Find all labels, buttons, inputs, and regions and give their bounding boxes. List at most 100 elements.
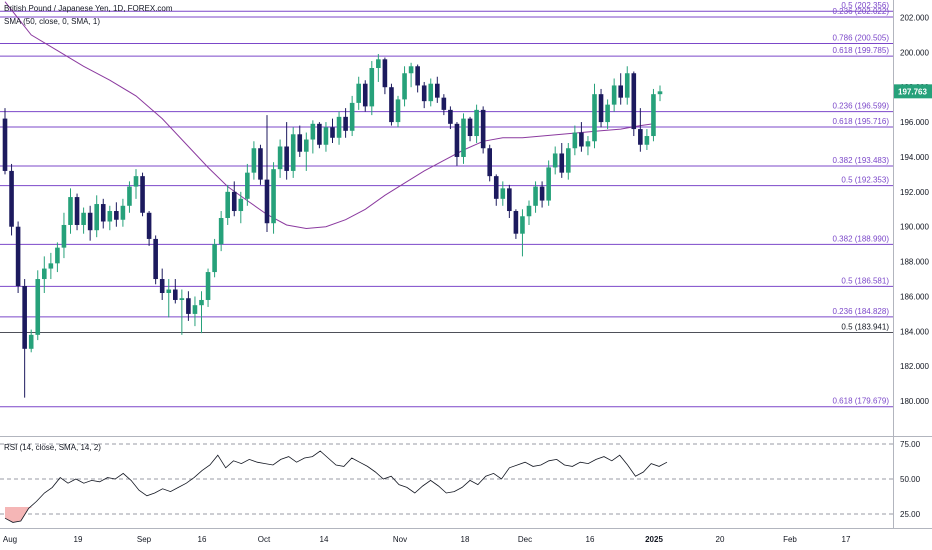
candle-body [526, 205, 532, 217]
candle-body [389, 87, 394, 123]
level-label: 0.786 (200.505) [833, 34, 890, 43]
rsi-tick-label: 25.00 [900, 510, 921, 519]
candle-body [598, 94, 604, 123]
time-tick-label: 16 [586, 535, 595, 544]
time-tick-label: Nov [393, 535, 407, 544]
rsi-tick-label: 75.00 [900, 440, 921, 449]
candle-body [258, 148, 263, 180]
candle-body [546, 167, 551, 201]
candle-body [310, 123, 316, 140]
candle-body [42, 268, 47, 280]
level-label: 0.5 (183.941) [841, 322, 889, 331]
price-tick-label: 190.000 [900, 223, 929, 232]
fibonacci-levels: 0.5 (202.356)0.236 (202.022) 0.786 (200.5… [0, 1, 893, 408]
candle-body [493, 176, 499, 199]
last-price-label: 197.763 [898, 87, 927, 96]
candle-body [35, 279, 41, 335]
rsi-tick-label: 50.00 [900, 475, 921, 484]
price-tick-label: 192.000 [900, 188, 929, 197]
candle-body [500, 188, 506, 199]
candle-body [107, 211, 113, 222]
candle-body [336, 116, 342, 138]
level-label: 0.382 (193.483) [833, 156, 890, 165]
candle-body [284, 146, 289, 171]
candle-body [552, 153, 558, 168]
sma-indicator-label[interactable]: SMA (50, close, 0, SMA, 1) [4, 17, 101, 26]
candle-body [520, 216, 525, 234]
candle-body [592, 94, 597, 142]
candle-body [133, 176, 139, 187]
candle-body [114, 211, 119, 220]
candle-body [487, 148, 492, 177]
time-tick-label: 2025 [645, 535, 663, 544]
candle-body [559, 153, 565, 173]
level-label: 0.236 (202.022) [833, 7, 890, 16]
candle-body [369, 68, 375, 107]
price-tick-label: 186.000 [900, 292, 929, 301]
candle-body [624, 73, 630, 98]
candle-body [448, 109, 453, 124]
candle-body [572, 132, 578, 149]
price-tick-label: 180.000 [900, 397, 929, 406]
candle-body [304, 139, 309, 152]
candle-body [140, 176, 145, 213]
candle-body [231, 191, 237, 212]
rsi-indicator-label[interactable]: RSI (14, close, SMA, 14, 2) [4, 443, 101, 452]
candle-body [68, 197, 73, 225]
candle-body [513, 211, 519, 234]
candle-body [166, 289, 172, 293]
candle-body [408, 66, 414, 74]
candle-body [212, 244, 217, 273]
candle-body [218, 218, 224, 245]
candles-layer [2, 54, 663, 398]
candle-body [605, 104, 610, 123]
price-tick-label: 196.000 [900, 118, 929, 127]
candle-body [566, 148, 571, 173]
candle-body [264, 179, 270, 224]
candle-body [159, 279, 165, 293]
candle-body [467, 118, 473, 137]
candle-body [343, 116, 348, 131]
candle-body [356, 83, 361, 103]
candle-body [28, 334, 34, 349]
candle-body [74, 197, 80, 225]
candle-body [245, 172, 250, 199]
candle-body [395, 99, 401, 123]
time-tick-label: 17 [842, 535, 851, 544]
level-label: 0.236 (184.828) [833, 307, 890, 316]
candle-body [9, 170, 14, 227]
candle-body [349, 102, 355, 131]
candle-body [81, 212, 86, 225]
candle-body [199, 299, 204, 306]
candle-body [297, 134, 303, 152]
candle-body [61, 224, 67, 248]
candle-body [225, 191, 230, 218]
candle-body [100, 204, 106, 222]
candle-body [362, 83, 368, 107]
time-tick-label: Aug [3, 535, 17, 544]
candle-body [317, 123, 322, 145]
candle-body [323, 127, 329, 145]
candle-body [127, 186, 132, 206]
level-label: 0.618 (179.679) [833, 397, 890, 406]
time-axis[interactable]: Aug 19 Sep 16 Oct 14 Nov 18 Dec 16 2025 20 Feb 17 [3, 535, 851, 544]
sma-line-layer [4, 1, 654, 230]
level-label: 0.382 (188.990) [833, 234, 890, 243]
candle-body [638, 129, 643, 145]
candle-body [480, 109, 486, 149]
candle-body [474, 109, 479, 137]
candle-body [179, 298, 185, 300]
candle-body [15, 226, 21, 287]
level-label: 0.618 (195.716) [833, 117, 890, 126]
price-tick-label: 200.000 [900, 48, 929, 57]
candle-body [146, 212, 152, 239]
level-label: 0.236 (196.599) [833, 102, 890, 111]
candle-body [657, 91, 663, 95]
price-tick-label: 202.000 [900, 13, 929, 22]
price-axis[interactable]: 202.000200.000198.000196.000194.000192.0… [0, 0, 932, 529]
rsi-oversold-fill [5, 507, 33, 523]
price-tick-label: 184.000 [900, 327, 929, 336]
candle-body [94, 204, 99, 231]
candle-body [539, 186, 545, 201]
